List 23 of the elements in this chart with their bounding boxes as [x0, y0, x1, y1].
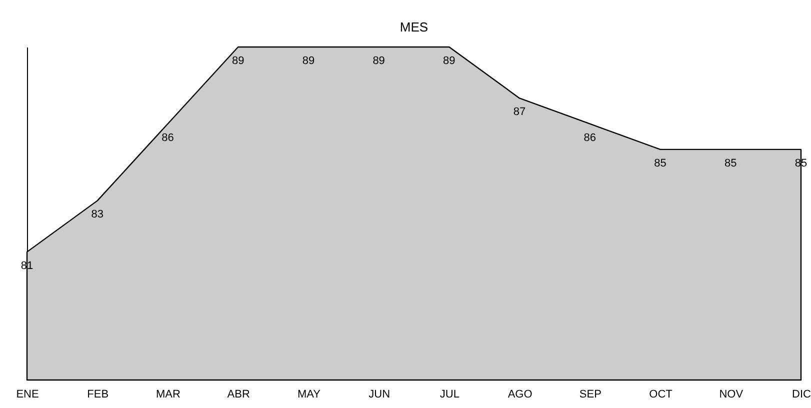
x-tick-label: NOV	[719, 388, 744, 400]
data-label: 89	[443, 55, 456, 67]
x-tick-label: FEB	[87, 388, 109, 400]
data-label: 89	[302, 55, 315, 67]
x-tick-label: JUN	[368, 388, 390, 400]
x-tick-label: MAR	[156, 388, 180, 400]
x-tick-label: MAY	[297, 388, 322, 400]
data-label: 85	[724, 157, 737, 170]
data-label: 87	[513, 106, 526, 118]
data-label: 83	[91, 208, 104, 221]
x-tick-label: ABR	[227, 388, 250, 400]
x-tick-label: OCT	[649, 388, 673, 400]
data-label: 89	[372, 55, 385, 67]
x-tick-label: ENE	[16, 388, 39, 400]
x-tick-label: DIC	[792, 388, 811, 400]
x-tick-label: JUL	[440, 388, 460, 400]
data-label: 85	[654, 157, 666, 170]
data-label: 86	[584, 132, 596, 144]
data-label: 86	[162, 132, 174, 144]
chart-title: MES	[400, 19, 428, 34]
x-tick-label: SEP	[579, 388, 602, 400]
x-tick-label: AGO	[508, 388, 533, 400]
data-label: 89	[232, 55, 244, 67]
